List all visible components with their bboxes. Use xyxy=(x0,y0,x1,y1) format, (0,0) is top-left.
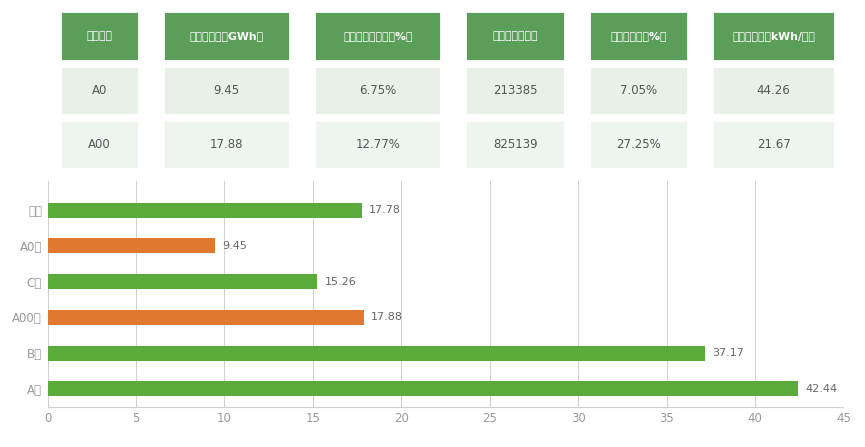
Text: 6.75%: 6.75% xyxy=(359,84,396,97)
FancyBboxPatch shape xyxy=(465,66,565,115)
Text: 装机量占比（%）: 装机量占比（%） xyxy=(610,31,667,41)
Text: 21.67: 21.67 xyxy=(757,138,791,151)
Text: 27.25%: 27.25% xyxy=(616,138,661,151)
Text: 825139: 825139 xyxy=(493,138,537,151)
Text: 装机量（万台）: 装机量（万台） xyxy=(492,31,538,41)
Text: 213385: 213385 xyxy=(493,84,537,97)
FancyBboxPatch shape xyxy=(712,120,836,169)
Bar xyxy=(48,381,798,396)
Text: 9.45: 9.45 xyxy=(221,241,247,251)
FancyBboxPatch shape xyxy=(314,11,441,61)
Bar xyxy=(48,346,705,361)
FancyBboxPatch shape xyxy=(465,11,565,61)
FancyBboxPatch shape xyxy=(314,66,441,115)
FancyBboxPatch shape xyxy=(712,11,836,61)
FancyBboxPatch shape xyxy=(60,11,139,61)
Bar xyxy=(48,238,215,253)
FancyBboxPatch shape xyxy=(60,120,139,169)
Text: 7.05%: 7.05% xyxy=(620,84,657,97)
FancyBboxPatch shape xyxy=(465,120,565,169)
Text: 9.45: 9.45 xyxy=(214,84,240,97)
Text: 单车带电量（kWh/台）: 单车带电量（kWh/台） xyxy=(733,31,815,41)
Bar xyxy=(48,202,362,218)
Text: 装机总电量占比（%）: 装机总电量占比（%） xyxy=(343,31,413,41)
Bar xyxy=(48,310,364,325)
FancyBboxPatch shape xyxy=(589,120,689,169)
Bar xyxy=(48,274,317,289)
FancyBboxPatch shape xyxy=(163,66,291,115)
FancyBboxPatch shape xyxy=(60,66,139,115)
Text: A0: A0 xyxy=(92,84,107,97)
Text: 44.26: 44.26 xyxy=(757,84,791,97)
FancyBboxPatch shape xyxy=(589,11,689,61)
Text: 车型级别: 车型级别 xyxy=(86,31,112,41)
FancyBboxPatch shape xyxy=(589,66,689,115)
FancyBboxPatch shape xyxy=(163,120,291,169)
Text: 15.26: 15.26 xyxy=(324,277,356,287)
Text: 37.17: 37.17 xyxy=(712,348,744,358)
FancyBboxPatch shape xyxy=(163,11,291,61)
Text: 17.78: 17.78 xyxy=(369,205,401,215)
Text: 42.44: 42.44 xyxy=(805,384,837,394)
FancyBboxPatch shape xyxy=(712,66,836,115)
Text: 17.88: 17.88 xyxy=(371,312,403,322)
Text: 17.88: 17.88 xyxy=(210,138,243,151)
Text: 12.77%: 12.77% xyxy=(356,138,400,151)
Text: 装机总电量（GWh）: 装机总电量（GWh） xyxy=(189,31,264,41)
Text: A00: A00 xyxy=(88,138,111,151)
FancyBboxPatch shape xyxy=(314,120,441,169)
